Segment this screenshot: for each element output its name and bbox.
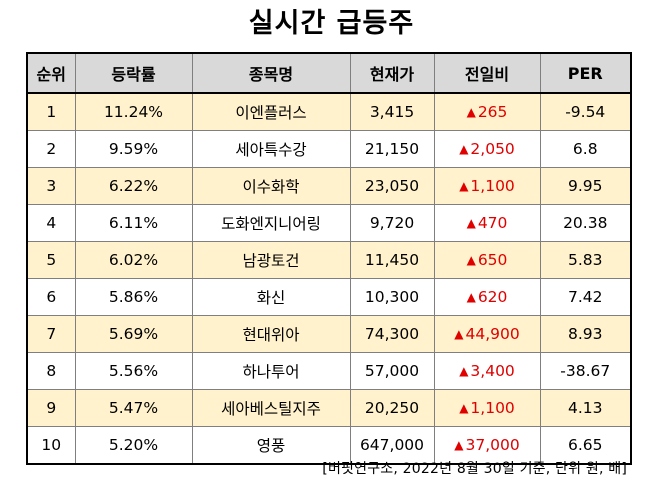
up-arrow-icon: ▲: [459, 142, 469, 156]
price-cell: 23,050: [349, 167, 435, 205]
stock-name-cell: 남광토건: [191, 241, 351, 279]
stock-name-cell: 현대위아: [191, 315, 351, 353]
per-cell: 20.38: [539, 204, 632, 242]
up-arrow-icon: ▲: [466, 216, 476, 230]
table-row: 3 6.22% 이수화학 23,050 ▲ 1,100 9.95: [26, 167, 632, 205]
change-cell: ▲ 470: [433, 204, 541, 242]
table-row: 4 6.11% 도화엔지니어링 9,720 ▲ 470 20.38: [26, 204, 632, 242]
change-cell: ▲ 265: [433, 92, 541, 131]
price-cell: 74,300: [349, 315, 435, 353]
column-header-price: 현재가: [349, 52, 435, 94]
rate-cell: 5.56%: [74, 352, 193, 390]
table-header-row: 순위 등락률 종목명 현재가 전일비 PER: [26, 52, 632, 94]
stock-name-cell: 이수화학: [191, 167, 351, 205]
up-arrow-icon: ▲: [466, 105, 476, 119]
per-cell: 9.95: [539, 167, 632, 205]
change-value: 37,000: [465, 436, 520, 454]
column-header-name: 종목명: [191, 52, 351, 94]
up-arrow-icon: ▲: [466, 290, 476, 304]
up-arrow-icon: ▲: [454, 327, 464, 341]
table-row: 8 5.56% 하나투어 57,000 ▲ 3,400 -38.67: [26, 352, 632, 390]
price-cell: 11,450: [349, 241, 435, 279]
rate-cell: 11.24%: [74, 92, 193, 131]
column-header-rate: 등락률: [74, 52, 193, 94]
rank-cell: 3: [26, 167, 76, 205]
per-cell: 8.93: [539, 315, 632, 353]
rank-cell: 2: [26, 130, 76, 168]
stock-name-cell: 화신: [191, 278, 351, 316]
up-arrow-icon: ▲: [466, 253, 476, 267]
change-cell: ▲ 650: [433, 241, 541, 279]
rate-cell: 6.02%: [74, 241, 193, 279]
up-arrow-icon: ▲: [459, 364, 469, 378]
per-cell: -9.54: [539, 92, 632, 131]
column-header-change: 전일비: [433, 52, 541, 94]
rank-cell: 10: [26, 426, 76, 465]
up-arrow-icon: ▲: [459, 179, 469, 193]
column-header-per: PER: [539, 52, 632, 94]
per-cell: 6.65: [539, 426, 632, 465]
change-value: 650: [477, 251, 508, 269]
change-cell: ▲ 3,400: [433, 352, 541, 390]
per-cell: 7.42: [539, 278, 632, 316]
per-cell: 4.13: [539, 389, 632, 427]
rate-cell: 5.69%: [74, 315, 193, 353]
rate-cell: 6.22%: [74, 167, 193, 205]
table-row: 5 6.02% 남광토건 11,450 ▲ 650 5.83: [26, 241, 632, 279]
change-cell: ▲ 44,900: [433, 315, 541, 353]
price-cell: 20,250: [349, 389, 435, 427]
change-value: 44,900: [465, 325, 520, 343]
rank-cell: 5: [26, 241, 76, 279]
per-cell: -38.67: [539, 352, 632, 390]
change-cell: ▲ 1,100: [433, 389, 541, 427]
change-value: 1,100: [470, 399, 515, 417]
table-row: 7 5.69% 현대위아 74,300 ▲ 44,900 8.93: [26, 315, 632, 353]
up-arrow-icon: ▲: [459, 401, 469, 415]
table-row: 10 5.20% 영풍 647,000 ▲ 37,000 6.65: [26, 426, 632, 465]
rank-cell: 1: [26, 92, 76, 131]
price-cell: 647,000: [349, 426, 435, 465]
price-cell: 9,720: [349, 204, 435, 242]
price-cell: 21,150: [349, 130, 435, 168]
change-value: 620: [477, 288, 508, 306]
stock-name-cell: 하나투어: [191, 352, 351, 390]
change-cell: ▲ 2,050: [433, 130, 541, 168]
rate-cell: 9.59%: [74, 130, 193, 168]
rank-cell: 7: [26, 315, 76, 353]
rate-cell: 6.11%: [74, 204, 193, 242]
rank-cell: 4: [26, 204, 76, 242]
rank-cell: 6: [26, 278, 76, 316]
rate-cell: 5.47%: [74, 389, 193, 427]
stock-name-cell: 도화엔지니어링: [191, 204, 351, 242]
rank-cell: 8: [26, 352, 76, 390]
page-title: 실시간 급등주: [248, 8, 415, 39]
change-cell: ▲ 620: [433, 278, 541, 316]
change-cell: ▲ 1,100: [433, 167, 541, 205]
table-row: 1 11.24% 이엔플러스 3,415 ▲ 265 -9.54: [26, 92, 632, 131]
source-note: [버핏연구소, 2022년 8월 30일 기준, 단위 원, 배]: [322, 461, 627, 477]
table-row: 9 5.47% 세아베스틸지주 20,250 ▲ 1,100 4.13: [26, 389, 632, 427]
rate-cell: 5.86%: [74, 278, 193, 316]
price-cell: 57,000: [349, 352, 435, 390]
change-value: 2,050: [470, 140, 515, 158]
change-value: 470: [477, 214, 508, 232]
stock-name-cell: 세아베스틸지주: [191, 389, 351, 427]
price-cell: 10,300: [349, 278, 435, 316]
table-row: 2 9.59% 세아특수강 21,150 ▲ 2,050 6.8: [26, 130, 632, 168]
change-value: 3,400: [470, 362, 515, 380]
per-cell: 5.83: [539, 241, 632, 279]
table-row: 6 5.86% 화신 10,300 ▲ 620 7.42: [26, 278, 632, 316]
price-cell: 3,415: [349, 92, 435, 131]
stock-ranking-table: 순위 등락률 종목명 현재가 전일비 PER 1 11.24% 이엔플러스 3,…: [26, 52, 632, 465]
stock-name-cell: 세아특수강: [191, 130, 351, 168]
up-arrow-icon: ▲: [454, 438, 464, 452]
change-value: 265: [477, 103, 508, 121]
rank-cell: 9: [26, 389, 76, 427]
stock-name-cell: 이엔플러스: [191, 92, 351, 131]
column-header-rank: 순위: [26, 52, 76, 94]
rate-cell: 5.20%: [74, 426, 193, 465]
per-cell: 6.8: [539, 130, 632, 168]
change-value: 1,100: [470, 177, 515, 195]
